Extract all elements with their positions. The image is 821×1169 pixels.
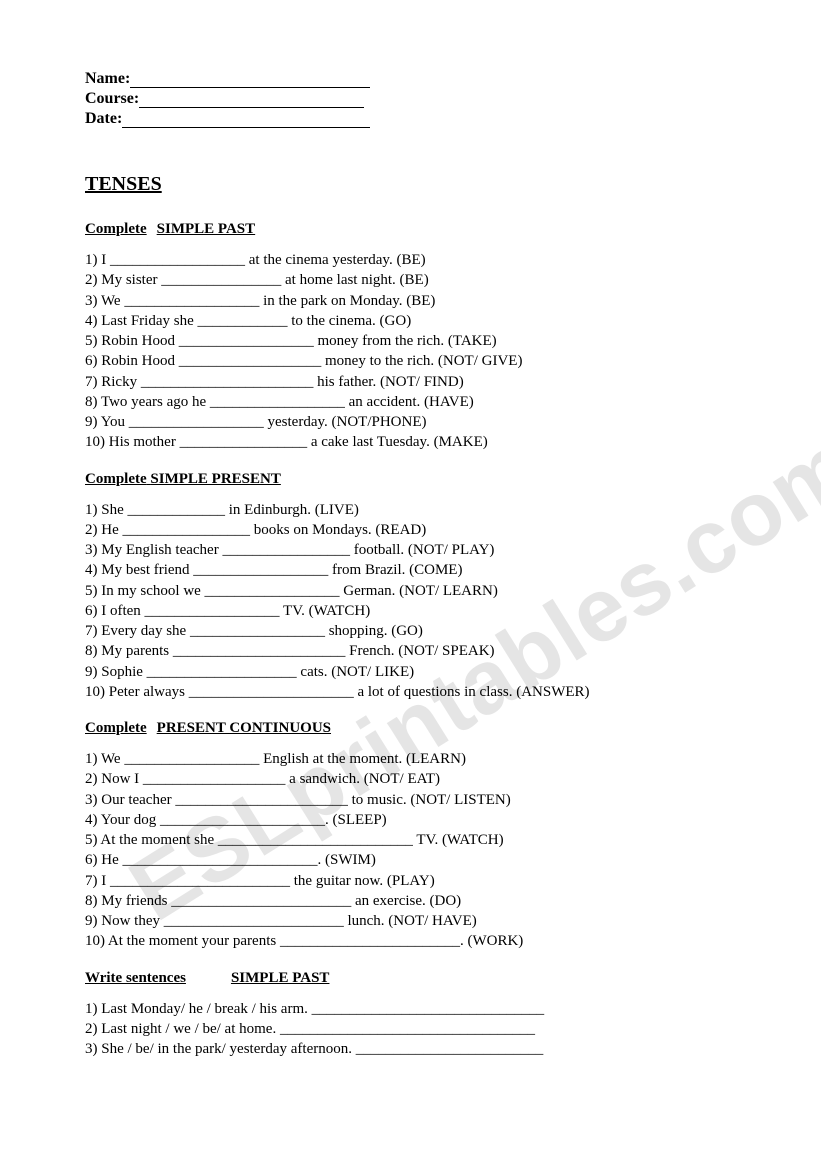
list-item: 3) She / be/ in the park/ yesterday afte… [85, 1039, 736, 1059]
course-blank[interactable] [139, 107, 364, 108]
list-item: 4) Last Friday she ____________ to the c… [85, 311, 736, 331]
course-label: Course: [85, 90, 139, 108]
list-item: 1) Last Monday/ he / break / his arm. __… [85, 999, 736, 1019]
name-blank[interactable] [130, 87, 370, 88]
date-blank[interactable] [122, 127, 370, 128]
list-item: 3) My English teacher _________________ … [85, 540, 736, 560]
list-item: 9) You __________________ yesterday. (NO… [85, 412, 736, 432]
list-item: 2) Now I ___________________ a sandwich.… [85, 769, 736, 789]
date-label: Date: [85, 110, 122, 128]
list-item: 7) I ________________________ the guitar… [85, 871, 736, 891]
list-item: 8) My friends ________________________ a… [85, 891, 736, 911]
section-prefix: Complete [85, 471, 147, 487]
name-label: Name: [85, 70, 130, 88]
section-items-present-continuous: 1) We __________________ English at the … [85, 749, 736, 952]
section-prefix: Complete [85, 720, 147, 736]
list-item: 5) Robin Hood __________________ money f… [85, 331, 736, 351]
list-item: 7) Ricky _______________________ his fat… [85, 372, 736, 392]
list-item: 4) My best friend __________________ fro… [85, 560, 736, 580]
section-main: SIMPLE PAST [231, 970, 330, 986]
list-item: 4) Your dog ______________________. (SLE… [85, 810, 736, 830]
section-prefix: Complete [85, 221, 147, 237]
list-item: 5) At the moment she ___________________… [85, 830, 736, 850]
list-item: 9) Sophie ____________________ cats. (NO… [85, 662, 736, 682]
list-item: 2) My sister ________________ at home la… [85, 270, 736, 290]
list-item: 3) Our teacher _______________________ t… [85, 790, 736, 810]
page: Name: Course: Date: TENSES CompleteSIMPL… [0, 0, 821, 1109]
section-title-simple-present: Complete SIMPLE PRESENT [85, 471, 736, 488]
list-item: 6) Robin Hood ___________________ money … [85, 351, 736, 371]
list-item: 3) We __________________ in the park on … [85, 291, 736, 311]
section-main: SIMPLE PRESENT [150, 471, 280, 487]
section-main: SIMPLE PAST [157, 221, 256, 237]
list-item: 8) Two years ago he __________________ a… [85, 392, 736, 412]
list-item: 7) Every day she __________________ shop… [85, 621, 736, 641]
list-item: 1) We __________________ English at the … [85, 749, 736, 769]
header-course-line: Course: [85, 90, 736, 108]
page-title: TENSES [85, 173, 736, 196]
list-item: 5) In my school we __________________ Ge… [85, 581, 736, 601]
section-main: PRESENT CONTINUOUS [157, 720, 331, 736]
section-title-simple-past: Complete SIMPLE PAST [85, 221, 736, 238]
list-item: 8) My parents _______________________ Fr… [85, 641, 736, 661]
list-item: 10) At the moment your parents _________… [85, 931, 736, 951]
section-title-present-continuous: Complete PRESENT CONTINUOUS [85, 720, 736, 737]
section-prefix: Write sentences [85, 970, 186, 986]
list-item: 9) Now they ________________________ lun… [85, 911, 736, 931]
section-items-simple-past: 1) I __________________ at the cinema ye… [85, 250, 736, 453]
list-item: 2) Last night / we / be/ at home. ______… [85, 1019, 736, 1039]
list-item: 1) She _____________ in Edinburgh. (LIVE… [85, 500, 736, 520]
section-items-write-sentences: 1) Last Monday/ he / break / his arm. __… [85, 999, 736, 1060]
list-item: 1) I __________________ at the cinema ye… [85, 250, 736, 270]
section-items-simple-present: 1) She _____________ in Edinburgh. (LIVE… [85, 500, 736, 703]
list-item: 6) I often __________________ TV. (WATCH… [85, 601, 736, 621]
list-item: 10) His mother _________________ a cake … [85, 432, 736, 452]
list-item: 6) He __________________________. (SWIM) [85, 850, 736, 870]
list-item: 10) Peter always ______________________ … [85, 682, 736, 702]
section-title-write-sentences: Write sentences SIMPLE PAST [85, 970, 736, 987]
list-item: 2) He _________________ books on Mondays… [85, 520, 736, 540]
header-name-line: Name: [85, 70, 736, 88]
header-date-line: Date: [85, 110, 736, 128]
